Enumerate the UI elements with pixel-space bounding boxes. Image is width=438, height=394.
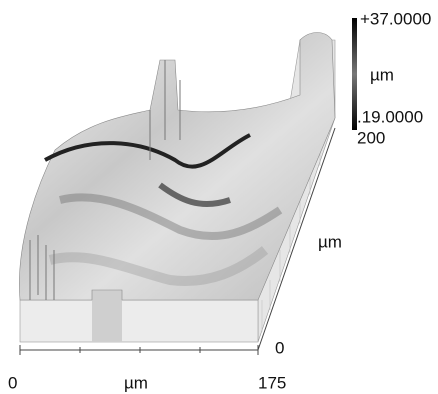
y-axis-end: 200 <box>357 128 385 147</box>
colorbar-min: .19.0000 <box>357 107 423 126</box>
x-axis-end: 175 <box>258 373 286 392</box>
colorbar-max: +37.0000 <box>360 9 431 28</box>
x-axis-unit: µm <box>124 373 148 392</box>
y-axis-start: 0 <box>275 338 284 357</box>
surface-figure: +37.0000 µm .19.0000 200 µm 0 0 µm 175 <box>0 0 438 394</box>
surface-render <box>19 33 335 343</box>
x-axis-start: 0 <box>8 373 17 392</box>
y-axis-unit: µm <box>318 232 342 251</box>
colorbar-unit: µm <box>370 65 394 84</box>
